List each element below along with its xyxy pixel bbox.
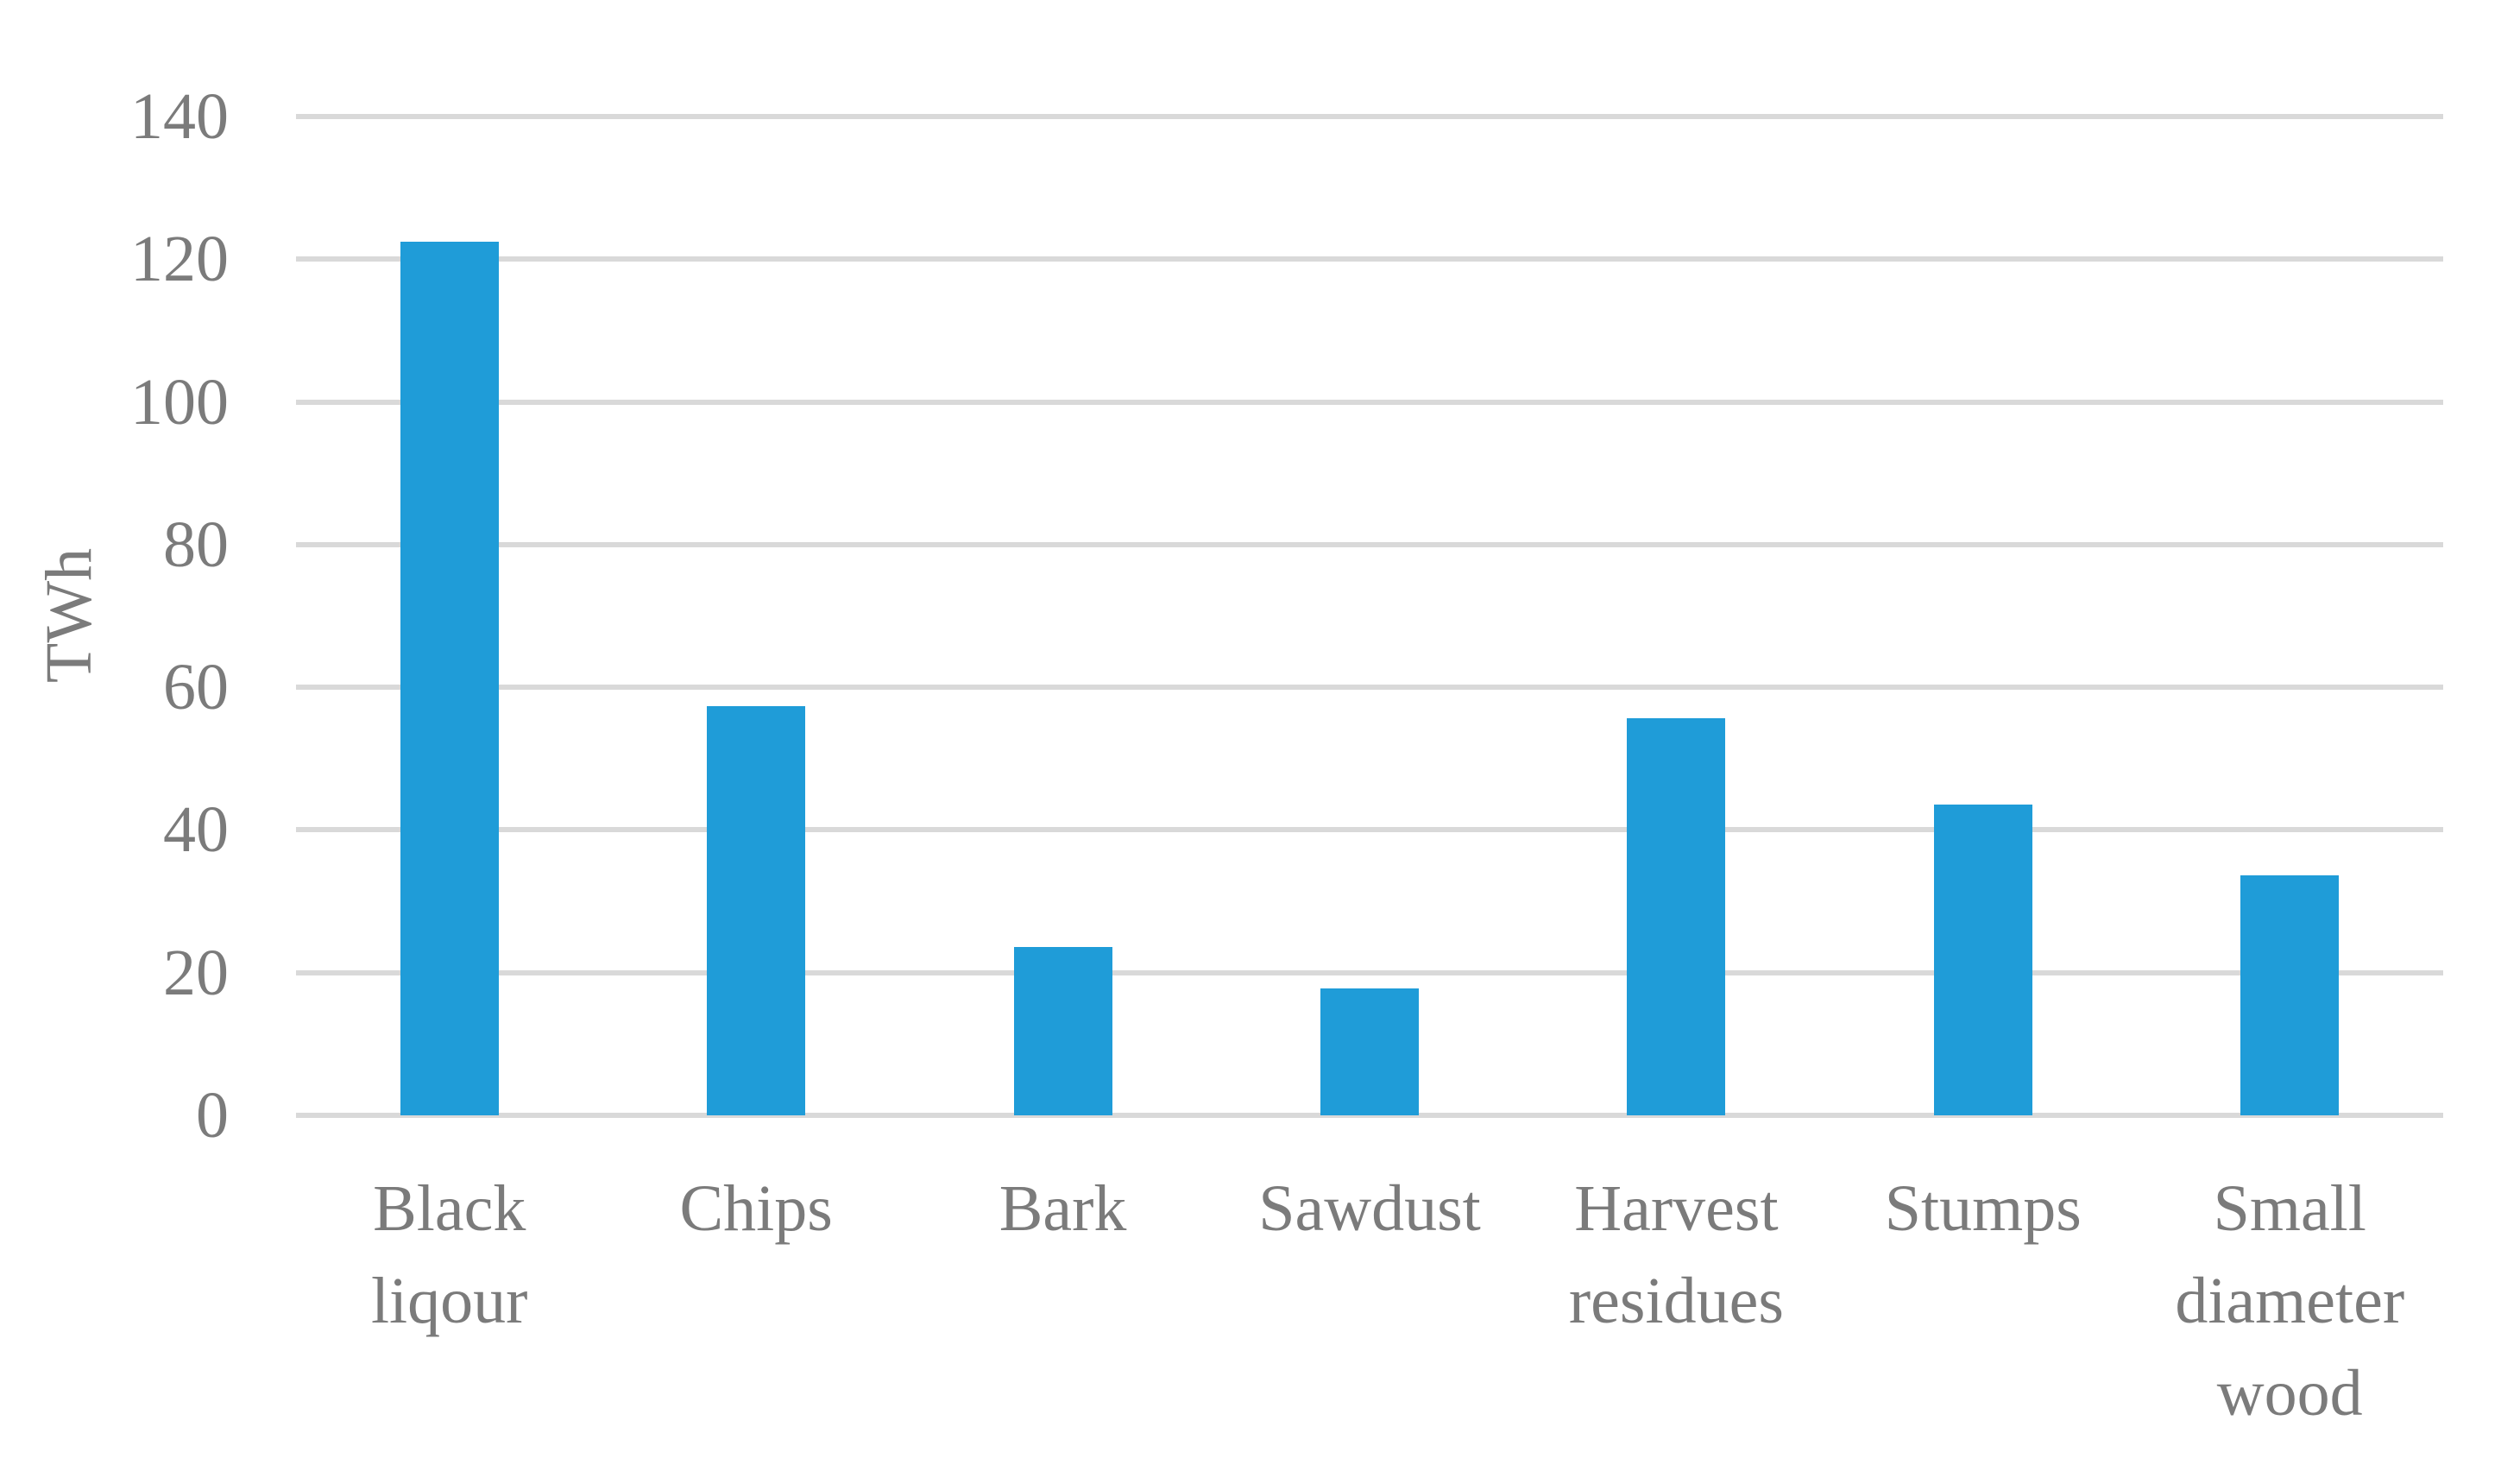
gridline bbox=[296, 969, 2443, 975]
y-tick-label: 100 bbox=[130, 365, 229, 439]
x-category-label-line: Harvest bbox=[1574, 1172, 1779, 1245]
x-category-label: Black liqour bbox=[296, 1163, 602, 1440]
bar bbox=[2240, 875, 2340, 1115]
x-category-label-line: Black bbox=[373, 1172, 526, 1245]
gridline bbox=[296, 827, 2443, 833]
gridline bbox=[296, 685, 2443, 691]
x-category-label-line: Small bbox=[2213, 1172, 2366, 1245]
y-tick-label: 20 bbox=[163, 936, 229, 1009]
gridline bbox=[296, 399, 2443, 405]
bar bbox=[707, 705, 806, 1115]
x-category-label-line: diameter bbox=[2175, 1265, 2405, 1337]
plot-area bbox=[296, 114, 2443, 1118]
gridline bbox=[296, 114, 2443, 119]
gridline bbox=[296, 541, 2443, 547]
y-tick-label: 60 bbox=[163, 651, 229, 724]
x-category-label: Small diameter wood bbox=[2137, 1163, 2443, 1440]
x-category-label: Harvest residues bbox=[1523, 1163, 1830, 1440]
gridline bbox=[296, 1113, 2443, 1118]
x-category-label-line: Bark bbox=[999, 1172, 1127, 1245]
x-category-label-line: Stumps bbox=[1884, 1172, 2082, 1245]
bar bbox=[1320, 988, 1419, 1115]
y-tick-label: 140 bbox=[130, 80, 229, 153]
bar bbox=[1627, 717, 1726, 1115]
x-axis-labels: Black liqour Chips Bark Sawdust Harvest residu… bbox=[296, 1163, 2443, 1440]
x-category-label-line: Sawdust bbox=[1258, 1172, 1481, 1245]
y-tick-label: 80 bbox=[163, 508, 229, 581]
bar bbox=[1013, 946, 1112, 1115]
x-category-label-line: Chips bbox=[679, 1172, 833, 1245]
gridline bbox=[296, 256, 2443, 262]
y-tick-label: 40 bbox=[163, 793, 229, 867]
x-category-label: Chips bbox=[602, 1163, 909, 1440]
y-tick-label: 120 bbox=[130, 223, 229, 296]
bar bbox=[400, 242, 499, 1115]
y-tick-label: 0 bbox=[196, 1079, 229, 1152]
bar bbox=[1933, 804, 2032, 1115]
x-category-label-line: residues bbox=[1568, 1265, 1784, 1337]
x-category-label-line: wood bbox=[2216, 1357, 2363, 1430]
x-category-label: Bark bbox=[910, 1163, 1216, 1440]
x-category-label: Sawdust bbox=[1216, 1163, 1522, 1440]
x-category-label-line: liqour bbox=[370, 1265, 528, 1337]
x-category-label: Stumps bbox=[1830, 1163, 2136, 1440]
y-axis-ticks: 0 20 40 60 80 100 120 140 bbox=[0, 84, 229, 1148]
